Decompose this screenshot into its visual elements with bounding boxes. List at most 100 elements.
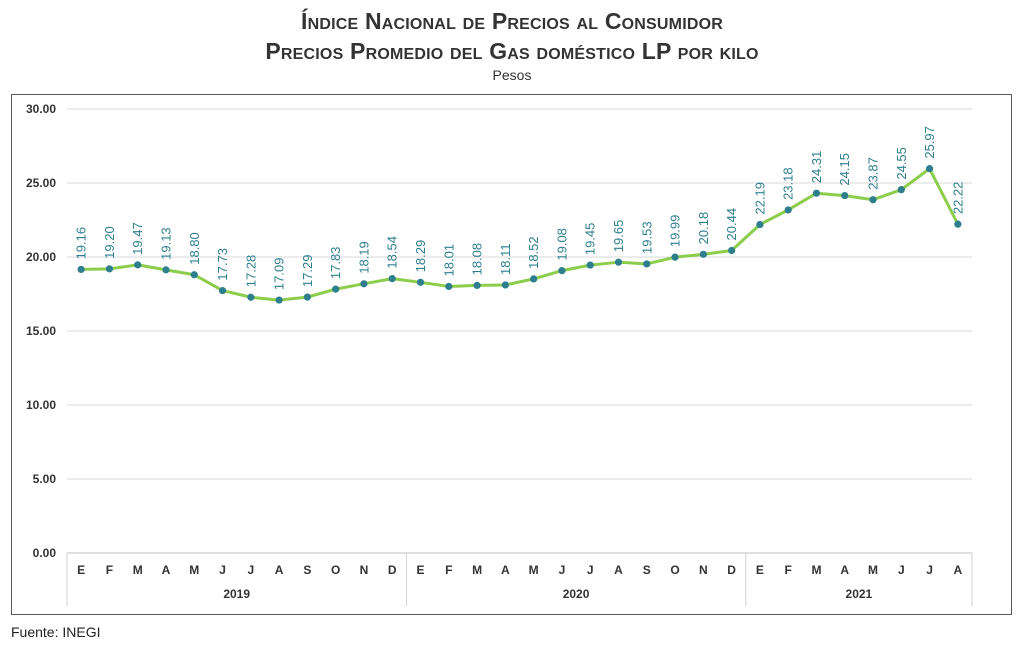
x-tick-label: E	[417, 563, 425, 577]
x-tick-label: O	[331, 563, 340, 577]
data-label: 19.65	[611, 220, 626, 253]
data-point	[812, 189, 821, 197]
data-label: 18.80	[187, 232, 202, 265]
data-point	[77, 265, 85, 274]
x-tick-label: A	[162, 563, 171, 577]
x-tick-label: J	[926, 563, 933, 577]
data-label: 19.47	[130, 222, 145, 255]
x-tick-label: J	[559, 563, 566, 577]
data-point	[869, 196, 877, 204]
data-label: 24.55	[894, 147, 909, 180]
data-point	[558, 267, 566, 275]
x-tick-label: E	[756, 563, 764, 577]
data-label: 18.52	[526, 236, 541, 269]
data-label: 18.01	[441, 244, 456, 277]
data-point	[105, 265, 114, 273]
x-tick-label: F	[445, 563, 452, 577]
data-label: 20.18	[696, 212, 711, 245]
data-label: 19.20	[102, 226, 117, 259]
data-point	[275, 296, 283, 304]
x-tick-label: J	[898, 563, 905, 577]
x-tick-label: M	[189, 563, 199, 577]
data-label: 19.13	[158, 227, 173, 260]
data-point	[190, 271, 198, 279]
year-label: 2021	[846, 587, 873, 601]
x-tick-label: E	[77, 563, 85, 577]
x-tick-label: M	[529, 563, 539, 577]
chart-title-line2: Precios Promedio del Gas doméstico LP po…	[265, 38, 759, 64]
x-tick-label: D	[727, 563, 736, 577]
x-tick-label: J	[247, 563, 254, 577]
data-point	[501, 281, 509, 289]
data-label: 18.11	[498, 243, 513, 275]
chart-frame	[11, 94, 1012, 615]
data-label: 17.83	[328, 247, 343, 280]
data-label: 24.31	[809, 151, 824, 184]
x-tick-label: S	[643, 563, 651, 577]
x-tick-label: F	[106, 563, 113, 577]
year-label: 2020	[563, 587, 590, 601]
x-tick-label: M	[868, 563, 878, 577]
y-tick-label: 30.00	[26, 102, 56, 116]
data-label: 17.73	[215, 248, 230, 281]
data-label: 24.15	[837, 153, 852, 186]
data-label: 19.99	[668, 215, 683, 248]
data-point	[473, 281, 481, 290]
data-point	[134, 261, 142, 269]
x-tick-label: D	[388, 563, 397, 577]
data-point	[530, 275, 538, 283]
year-label: 2019	[223, 587, 250, 601]
x-tick-label: A	[954, 563, 963, 577]
data-point	[954, 220, 962, 228]
x-tick-label: N	[360, 563, 369, 577]
y-tick-label: 10.00	[26, 398, 56, 412]
data-label: 18.29	[413, 240, 428, 273]
x-tick-label: A	[840, 563, 849, 577]
x-tick-label: S	[303, 563, 311, 577]
x-tick-label: A	[614, 563, 623, 577]
data-label: 19.53	[639, 221, 654, 254]
data-label: 22.22	[950, 182, 965, 215]
data-label: 25.97	[922, 126, 937, 159]
data-label: 23.87	[866, 157, 881, 190]
data-label: 19.45	[583, 223, 598, 256]
x-tick-label: J	[219, 563, 226, 577]
data-point	[162, 266, 170, 274]
data-point	[643, 260, 651, 268]
data-label: 17.28	[243, 255, 258, 288]
x-tick-label: O	[670, 563, 679, 577]
x-tick-label: M	[811, 563, 821, 577]
data-point	[360, 280, 368, 288]
chart-title-line1: Índice Nacional de Precios al Consumidor	[300, 8, 724, 34]
data-label: 22.19	[752, 182, 767, 215]
data-point	[388, 275, 396, 283]
x-tick-label: A	[275, 563, 284, 577]
series-line	[81, 167, 960, 302]
data-point	[841, 191, 849, 200]
y-tick-label: 15.00	[26, 324, 56, 338]
data-point	[445, 282, 453, 291]
x-tick-label: N	[699, 563, 708, 577]
data-point	[728, 246, 736, 255]
y-tick-label: 20.00	[26, 250, 56, 264]
source-note: Fuente: INEGI	[11, 624, 101, 640]
x-tick-label: A	[501, 563, 510, 577]
data-label: 17.29	[300, 255, 315, 288]
x-tick-label: J	[587, 563, 594, 577]
y-tick-label: 25.00	[26, 176, 56, 190]
data-point	[784, 206, 792, 214]
data-point	[416, 278, 425, 286]
data-point	[332, 285, 340, 293]
data-point	[699, 250, 707, 258]
y-tick-label: 0.00	[33, 546, 57, 560]
data-label: 19.08	[554, 228, 569, 261]
data-label: 18.19	[356, 241, 371, 274]
data-label: 23.18	[781, 167, 796, 200]
data-point	[614, 258, 623, 266]
x-tick-label: M	[472, 563, 482, 577]
data-point	[247, 293, 255, 301]
x-tick-label: F	[785, 563, 792, 577]
data-point	[925, 165, 934, 173]
x-tick-label: M	[133, 563, 143, 577]
